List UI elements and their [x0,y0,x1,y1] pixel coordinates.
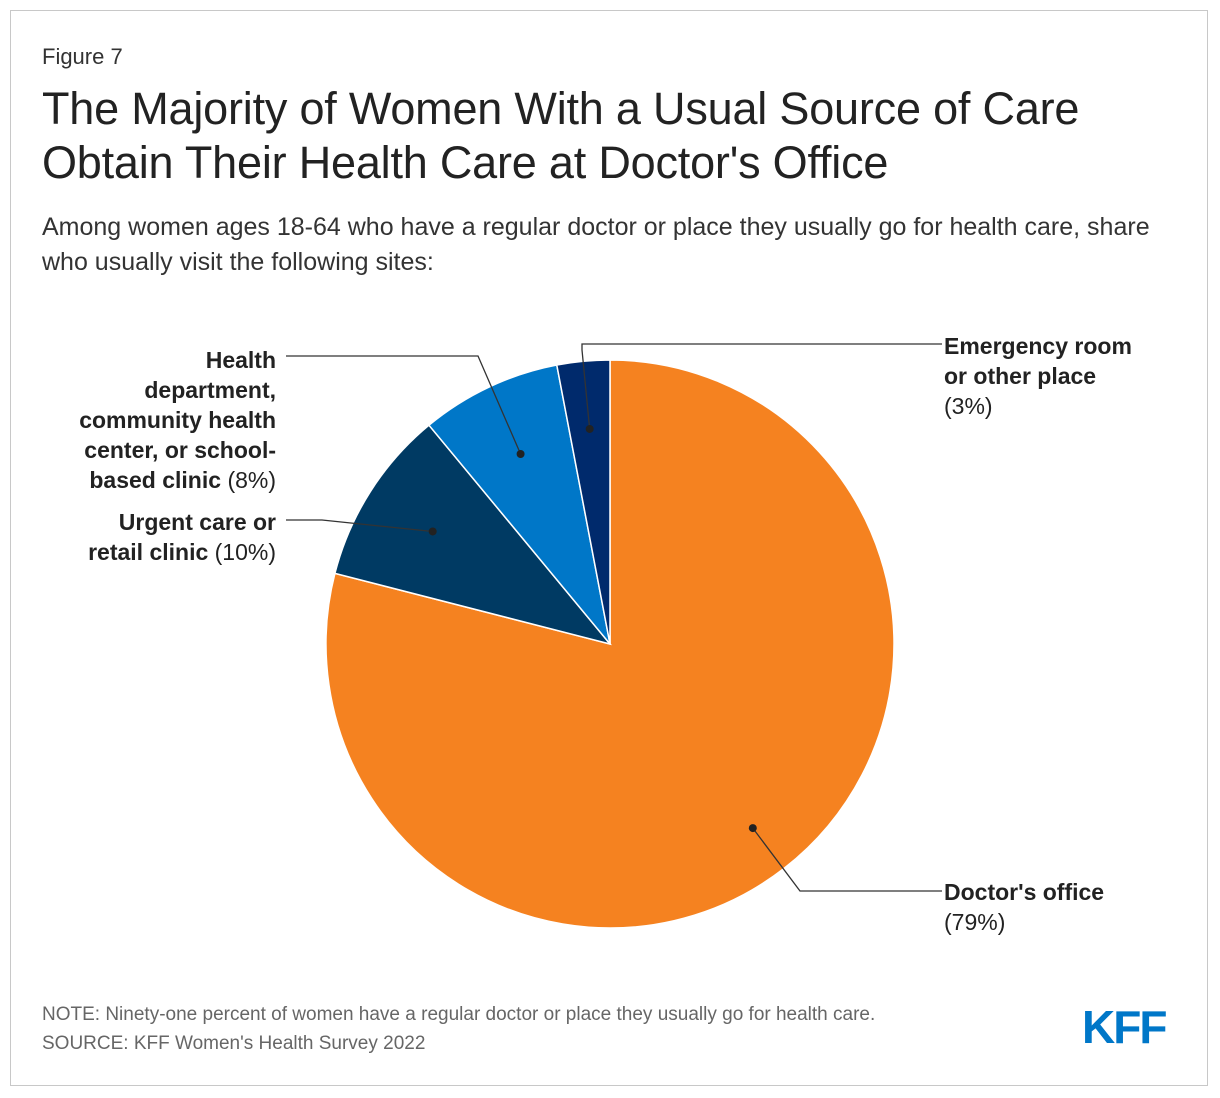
label-doctors-office: Doctor's office (79%) [944,879,1105,935]
leader-line-er [581,343,942,430]
figure-label: Figure 7 [42,44,123,69]
note-text: NOTE: Ninety-one percent of women have a… [42,1004,876,1025]
leader-dot-er [585,424,594,433]
chart-subtitle: Among women ages 18-64 who have a regula… [42,213,1150,276]
pie-slice-health [427,364,611,645]
leader-line-doctor [752,827,942,892]
leader-line-health [286,355,522,455]
footnote: NOTE: Ninety-one percent of women have a… [42,1000,875,1058]
label-health-department: Health department, community health cent… [79,347,276,493]
leader-dot-health [516,449,525,458]
leader-dot-doctor [748,824,757,833]
leader-line-urgent [286,519,433,533]
source-text: SOURCE: KFF Women's Health Survey 2022 [42,1033,426,1054]
figure-frame [10,10,1208,1086]
chart-title: The Majority of Women With a Usual Sourc… [42,83,1080,188]
kff-logo: KFF [1082,1001,1167,1053]
label-emergency-room: Emergency room or other place (3%) [944,333,1132,419]
label-urgent-care: Urgent care or retail clinic (10%) [88,509,276,565]
leader-dot-urgent [428,527,437,536]
pie-slice-urgent [334,424,613,646]
